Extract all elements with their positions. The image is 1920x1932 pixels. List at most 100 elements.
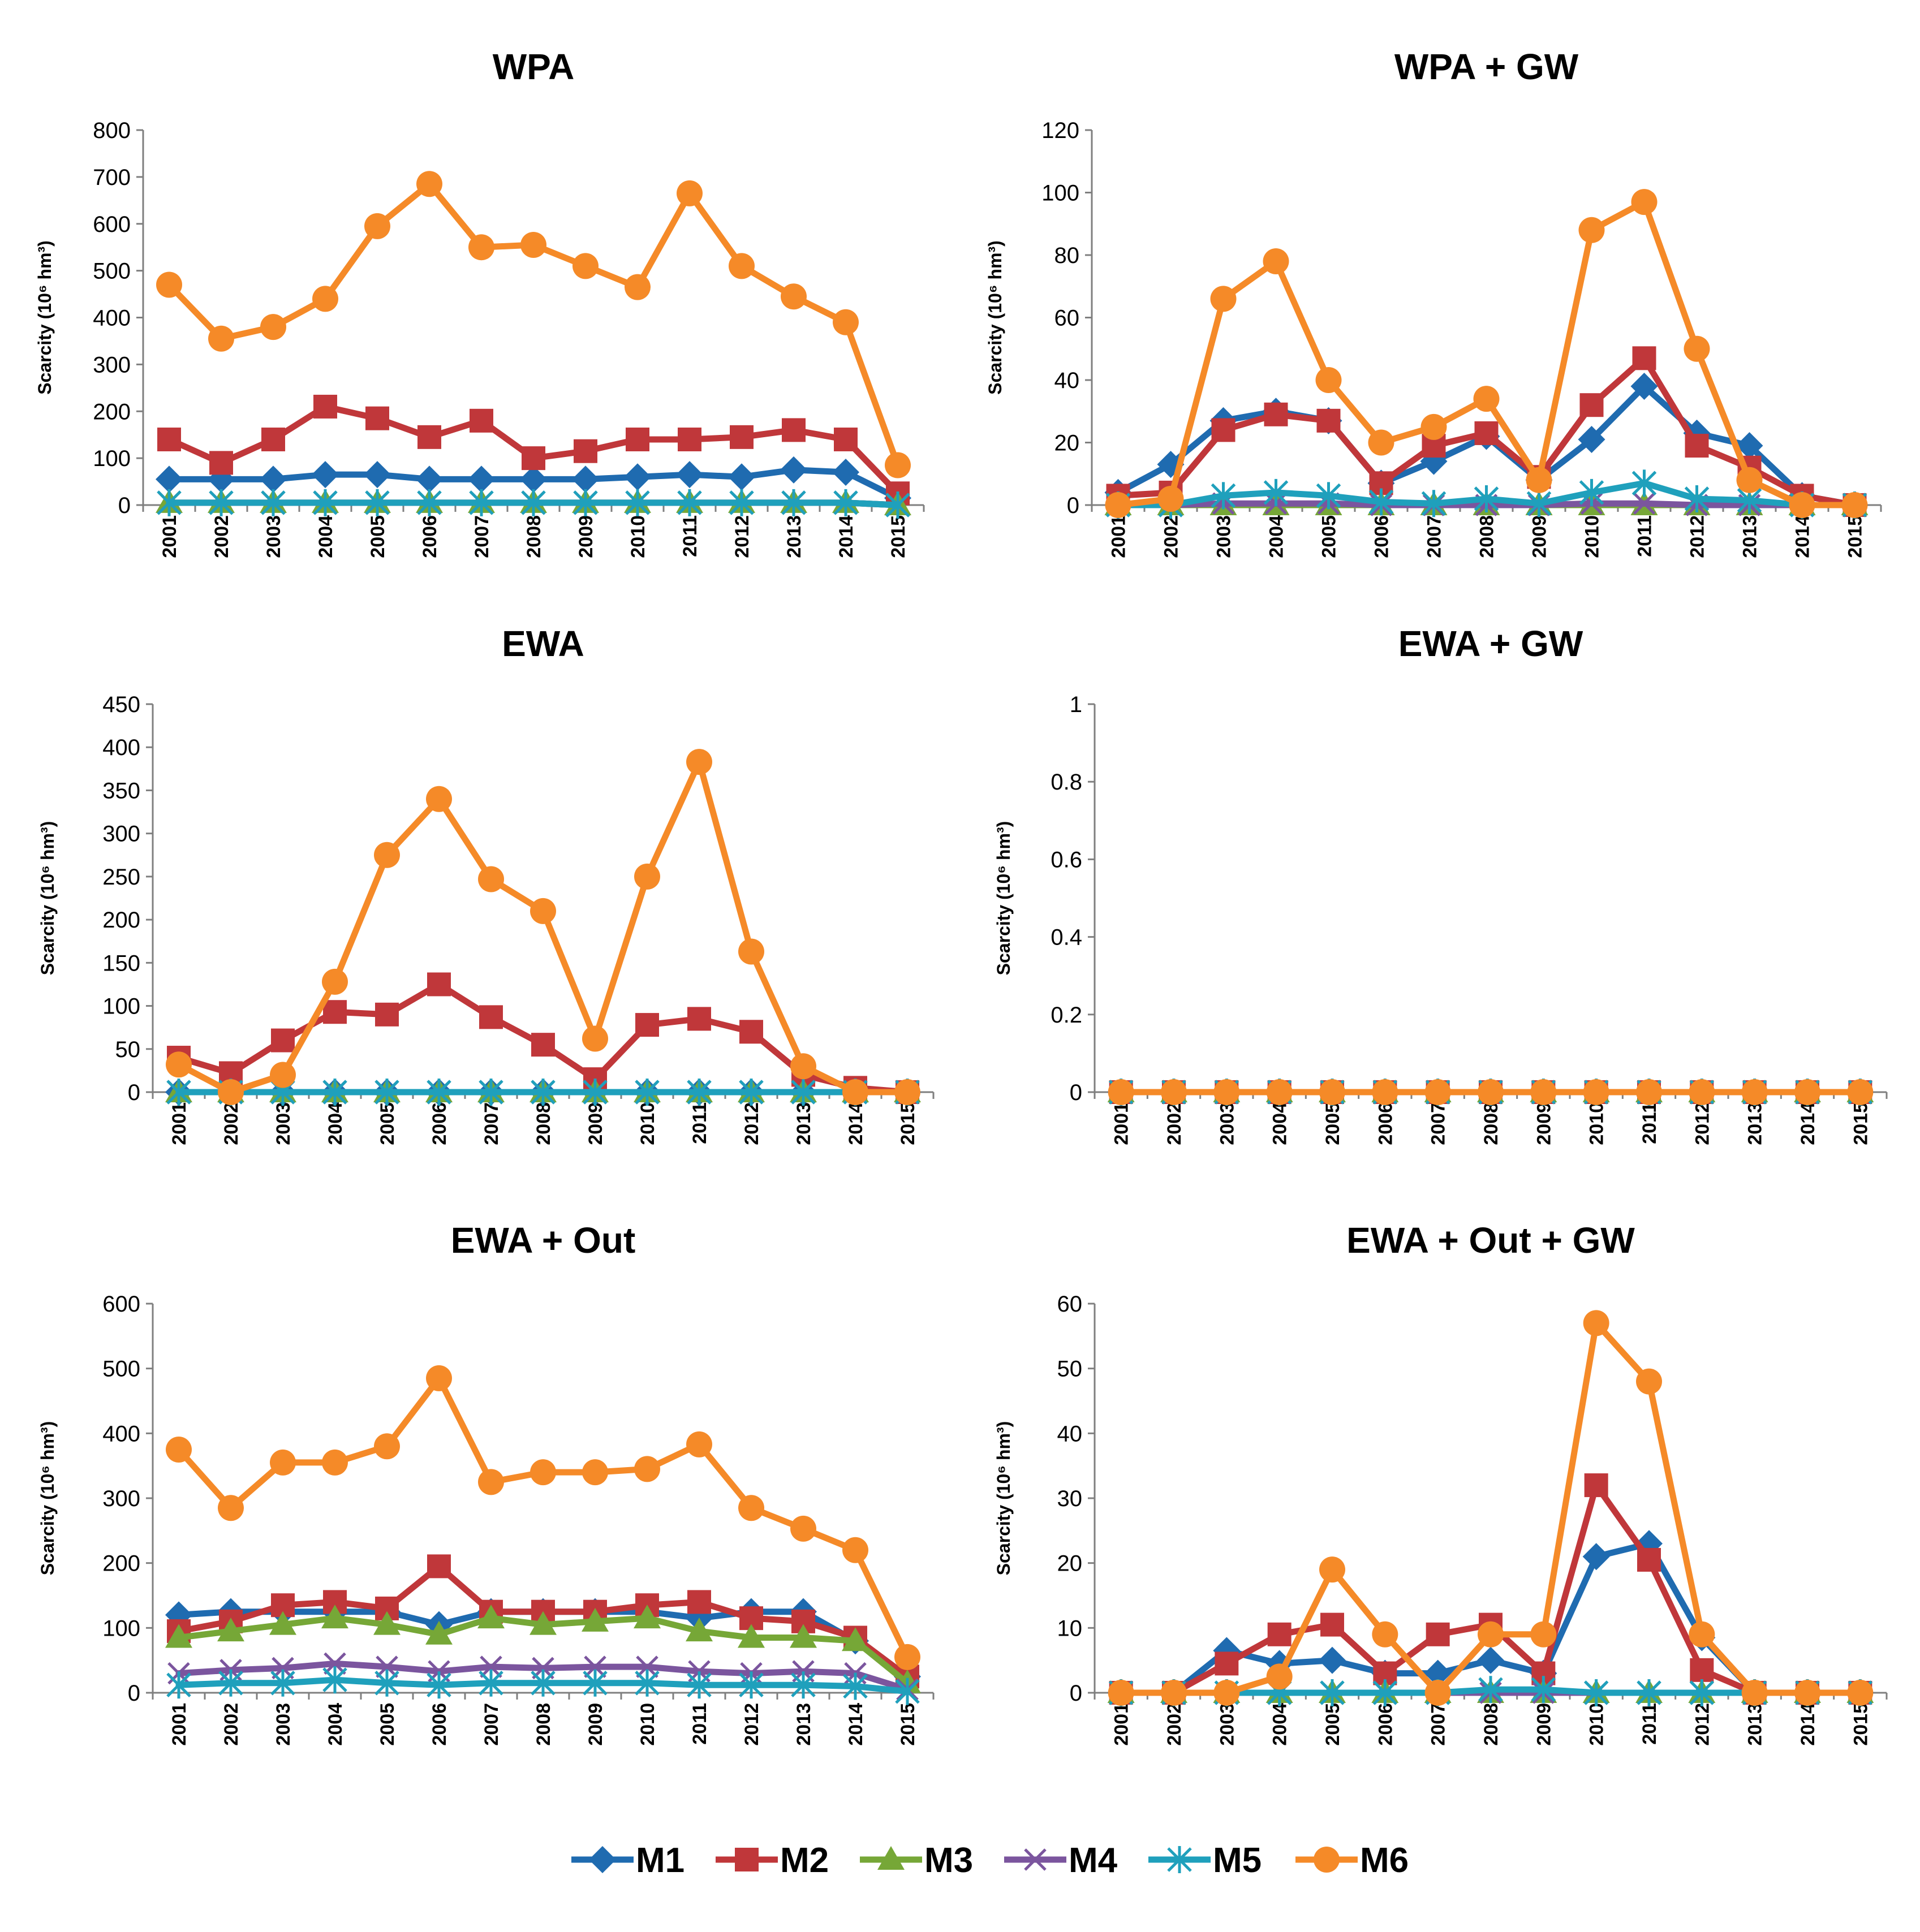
y-tick-label: 1 (1070, 692, 1082, 717)
series-m6 (156, 171, 911, 478)
data-point-m6 (582, 1459, 608, 1486)
data-point-m6 (1478, 1079, 1504, 1105)
data-point-m2 (323, 1000, 347, 1024)
legend-marker-m2 (735, 1848, 759, 1871)
y-tick-label: 600 (102, 1292, 140, 1317)
data-point-m6 (1424, 1680, 1451, 1706)
data-point-m2 (834, 427, 858, 451)
data-point-m4 (324, 1652, 346, 1675)
data-point-m6 (520, 232, 546, 258)
legend-marker-m4 (1024, 1848, 1047, 1871)
y-tick-label: 20 (1057, 1551, 1083, 1576)
x-tick-label: 2002 (221, 1703, 242, 1746)
x-tick-label: 2004 (1266, 515, 1288, 558)
y-axis-label: Scarcity (10⁶ hm³) (993, 1421, 1014, 1576)
legend-item-m5: M5 (1148, 1841, 1262, 1880)
data-point-m5 (739, 1079, 764, 1106)
data-point-m2 (678, 427, 701, 451)
data-point-m5 (166, 1079, 191, 1106)
data-point-m1 (1477, 1646, 1504, 1674)
data-point-m2 (1320, 1612, 1344, 1637)
x-tick-label: 2008 (533, 1102, 554, 1145)
data-point-m6 (1847, 1680, 1874, 1706)
x-tick-label: 2015 (897, 1703, 919, 1746)
data-point-m1 (572, 465, 599, 493)
y-tick-label: 800 (93, 118, 131, 143)
x-tick-label: 2009 (585, 1703, 606, 1746)
data-point-m5 (1526, 490, 1552, 518)
data-point-m5 (1637, 1679, 1661, 1706)
data-point-m6 (738, 938, 764, 965)
data-point-m2 (1316, 408, 1341, 433)
data-point-m5 (365, 489, 390, 516)
y-tick-label: 150 (102, 951, 140, 976)
x-tick-label: 2014 (836, 515, 857, 558)
x-tick-label: 2015 (888, 515, 909, 558)
data-point-m6 (1530, 1079, 1557, 1105)
data-point-m1 (364, 461, 391, 489)
x-tick-label: 2005 (377, 1703, 398, 1746)
data-point-m5 (833, 489, 858, 516)
data-point-m1 (520, 465, 547, 493)
x-tick-label: 2014 (1792, 515, 1814, 558)
data-point-m6 (1161, 1079, 1187, 1105)
y-tick-label: 700 (93, 165, 131, 190)
series-m2 (1109, 1473, 1872, 1705)
data-point-m5 (885, 491, 910, 519)
data-point-m5 (583, 1079, 608, 1106)
panel-wpa: WPA 0 100 200 300 400 500 600 700 800 2001 2002 2003… (35, 46, 925, 558)
data-point-m1 (624, 463, 651, 491)
x-tick-label: 2013 (784, 515, 805, 558)
x-tick-label: 2014 (1797, 1703, 1819, 1746)
y-tick-label: 120 (1041, 118, 1079, 143)
data-point-m2 (1632, 346, 1656, 370)
data-point-m5 (479, 1669, 503, 1697)
data-point-m6 (1266, 1663, 1293, 1690)
data-point-m6 (1794, 1680, 1820, 1706)
data-point-m5 (583, 1669, 608, 1697)
data-point-m6 (530, 1459, 556, 1486)
x-tick-label: 2011 (1639, 1102, 1660, 1144)
data-point-m6 (1741, 1079, 1768, 1105)
data-point-m5 (1474, 485, 1499, 512)
x-tick-label: 2007 (1424, 515, 1445, 558)
x-tick-label: 2014 (845, 1102, 867, 1145)
data-point-m5 (322, 1079, 347, 1106)
data-point-m2 (1211, 418, 1235, 442)
y-axis-label: Scarcity (10⁶ hm³) (993, 821, 1014, 976)
data-point-m5 (1421, 490, 1447, 518)
x-tick-label: 2012 (741, 1703, 763, 1746)
data-point-m5 (687, 1079, 712, 1106)
series-m5 (157, 489, 910, 519)
data-point-m5 (270, 1669, 295, 1697)
legend-item-m2: M2 (716, 1841, 829, 1880)
x-tick-label: 2013 (793, 1703, 815, 1746)
x-tick-label: 2012 (731, 515, 753, 558)
data-point-m6 (634, 863, 660, 890)
data-point-m5 (1531, 1676, 1556, 1704)
x-tick-label: 2004 (1269, 1102, 1291, 1145)
panel-wpa-gw: WPA + GW 0 20 40 60 80 100 120 2001 2002 2003 2004 2… (985, 46, 1882, 558)
data-point-m1 (1424, 1659, 1452, 1687)
y-tick-label: 0.4 (1051, 925, 1082, 950)
data-point-m2 (687, 1590, 711, 1614)
legend-label: M2 (780, 1841, 829, 1880)
data-point-m5 (531, 1079, 556, 1106)
data-point-m5 (157, 489, 182, 516)
panel-title: WPA (493, 46, 575, 87)
legend-item-m1: M1 (571, 1841, 685, 1880)
panel-title: WPA + GW (1394, 46, 1579, 87)
data-point-m2 (531, 1033, 555, 1057)
data-point-m6 (208, 325, 234, 352)
legend-marker-m1 (589, 1846, 616, 1873)
data-point-m6 (1424, 1079, 1451, 1105)
x-tick-label: 2007 (481, 1102, 502, 1145)
y-tick-label: 100 (102, 994, 140, 1019)
series-m6 (1105, 189, 1868, 518)
data-point-m5 (531, 1669, 556, 1697)
x-tick-label: 2010 (1586, 1703, 1608, 1746)
data-point-m4 (376, 1655, 398, 1678)
x-tick-label: 2007 (471, 515, 493, 558)
data-point-m6 (894, 1079, 920, 1105)
data-point-m6 (1105, 492, 1131, 518)
